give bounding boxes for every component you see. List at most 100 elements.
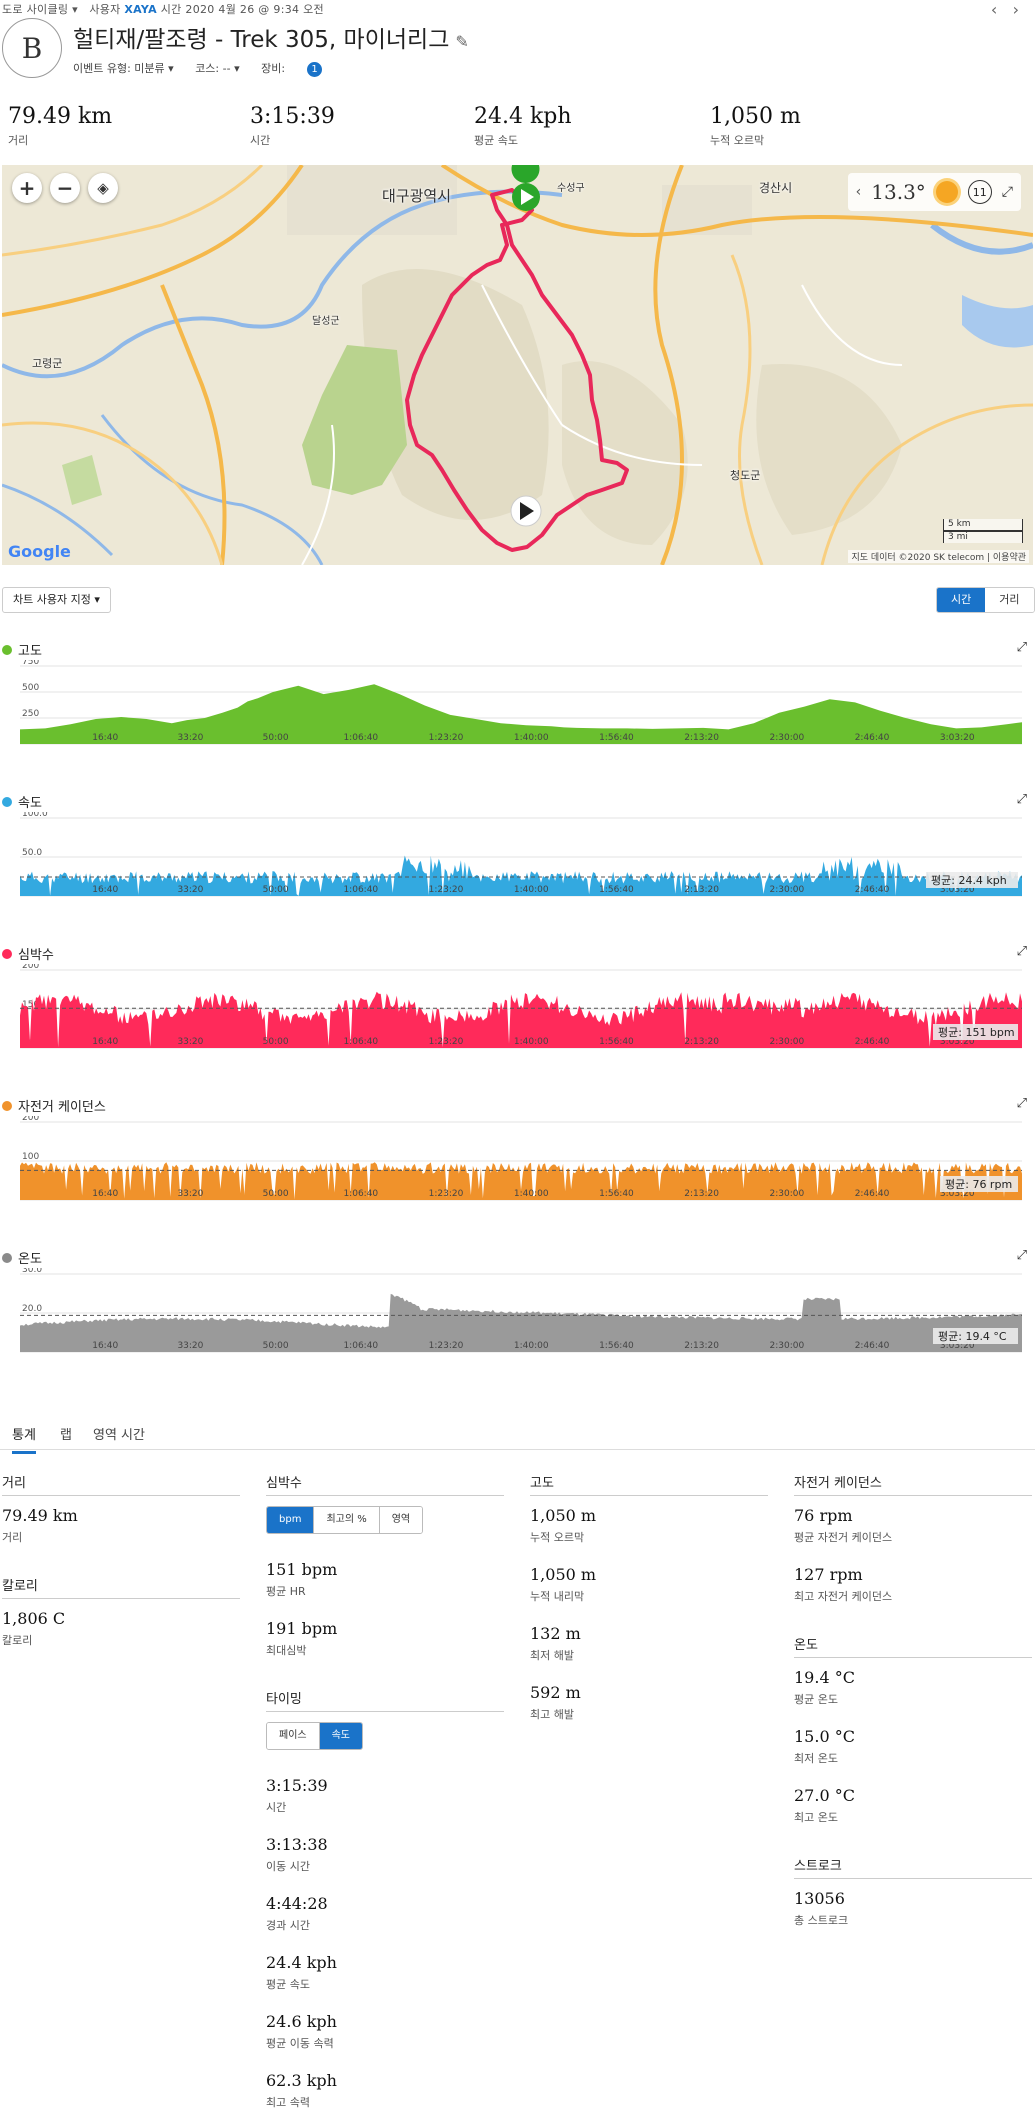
heart-rate-chart-plot[interactable]: 20015010016:4033:2050:001:06:401:23:201:… — [0, 964, 1035, 1090]
stat-label: 최고 해발 — [530, 1708, 574, 1721]
summary-value: 24.4 kph — [474, 104, 572, 129]
tab-stats[interactable]: 통계 — [12, 1424, 36, 1454]
average-label-bg — [933, 1328, 1018, 1344]
y-tick-label: 200 — [22, 964, 39, 971]
stat-label: 최대심박 — [266, 1644, 307, 1657]
stat-label: 최저 해발 — [530, 1649, 574, 1662]
stat-label: 최고 속력 — [266, 2096, 310, 2109]
playback-marker-icon[interactable] — [510, 495, 542, 527]
zoom-out-button[interactable]: − — [50, 173, 80, 203]
chart-heading: 자전거 케이던스 — [2, 1096, 106, 1115]
highway — [2, 165, 304, 317]
x-axis-time-button[interactable]: 시간 — [937, 588, 986, 612]
x-tick-label: 2:46:40 — [855, 733, 890, 743]
average-label: 평균: 76 rpm — [940, 1176, 1018, 1192]
zoom-in-button[interactable]: + — [12, 173, 42, 203]
event-type-dropdown[interactable]: 이벤트 유형: 미분류 ▾ — [73, 62, 174, 75]
section-heading: 거리 — [2, 1472, 240, 1496]
speed-chart-plot[interactable]: 100.050.0016:4033:2050:001:06:401:23:201… — [0, 812, 1035, 938]
average-label-bg — [940, 1176, 1018, 1192]
y-tick-label: 100.0 — [22, 812, 48, 819]
highway — [653, 165, 684, 565]
map-attribution[interactable]: 지도 데이터 ©2020 SK telecom | 이용약관 — [848, 550, 1029, 563]
stat-value: 1,050 m — [530, 1565, 597, 1584]
average-label-text: 평균: 19.4 °C — [938, 1330, 1007, 1343]
route-map[interactable]: + − ◈ ‹ 13.3° 11 ⤢ 대구광역시 수성구 경산시 달성군 고령군… — [2, 165, 1033, 565]
x-tick-label: 2:30:00 — [769, 885, 804, 895]
previous-activity-icon[interactable]: ‹ — [990, 0, 998, 19]
fullscreen-icon[interactable]: ⤢ — [1001, 184, 1013, 200]
expand-chart-icon[interactable]: ⤢ — [1016, 792, 1027, 807]
stat-value: 13056 — [794, 1889, 845, 1908]
average-label-text: 평균: 24.4 kph — [931, 874, 1007, 887]
map-canvas[interactable] — [2, 165, 1033, 565]
tab-time-in-zone[interactable]: 영역 시간 — [93, 1428, 145, 1443]
hr-zone-button[interactable]: 영역 — [379, 1507, 423, 1533]
heart-rate-unit-toggle: bpm 최고의 % 영역 — [266, 1506, 424, 1534]
y-tick-label: 20.0 — [22, 1304, 42, 1314]
temperature-chart-plot[interactable]: 30.020.010.016:4033:2050:001:06:401:23:2… — [0, 1268, 1035, 1394]
avatar[interactable]: B — [2, 18, 62, 78]
user-link[interactable]: XAYA — [124, 3, 157, 16]
hr-percent-max-button[interactable]: 최고의 % — [314, 1507, 380, 1533]
chart-title: 온도 — [18, 1252, 42, 1267]
start-marker-icon[interactable] — [511, 165, 540, 211]
map-label: 수성구 — [557, 183, 585, 194]
activity-title[interactable]: 헐티재/팔조령 - Trek 305, 마이너리그 — [73, 27, 450, 53]
average-label: 평균: 24.4 kph — [926, 872, 1018, 888]
x-tick-label: 16:40 — [92, 1189, 118, 1199]
expand-chart-icon[interactable]: ⤢ — [1016, 1096, 1027, 1111]
elevation-chart-plot[interactable]: 750500250016:4033:2050:001:06:401:23:201… — [0, 660, 1035, 786]
chart-title: 심박수 — [18, 948, 54, 963]
next-activity-icon[interactable]: › — [1012, 0, 1020, 19]
pace-button[interactable]: 페이스 — [267, 1723, 320, 1749]
park-area — [62, 455, 102, 505]
x-tick-label: 16:40 — [92, 733, 118, 743]
chart-title: 속도 — [18, 796, 42, 811]
average-label-bg — [933, 1024, 1018, 1040]
x-tick-label: 1:40:00 — [514, 1341, 549, 1351]
hr-bpm-button[interactable]: bpm — [267, 1507, 315, 1533]
activity-type-dropdown[interactable]: 도로 사이클링 ▾ — [2, 3, 78, 16]
expand-chart-icon[interactable]: ⤢ — [1016, 640, 1027, 655]
x-tick-label: 1:23:20 — [429, 733, 464, 743]
x-tick-label: 16:40 — [92, 885, 118, 895]
user-prefix: 사용자 — [89, 3, 121, 16]
expand-chart-icon[interactable]: ⤢ — [1016, 944, 1027, 959]
summary-time: 3:15:39 시간 — [250, 104, 335, 148]
cadence-chart-plot[interactable]: 200100016:4033:2050:001:06:401:23:201:40… — [0, 1116, 1035, 1242]
layers-icon[interactable]: ◈ — [88, 173, 118, 203]
activity-nav: ‹ › — [985, 0, 1025, 19]
summary-label: 거리 — [8, 134, 29, 147]
x-axis-distance-button[interactable]: 거리 — [985, 588, 1034, 612]
map-scale: 5 km 3 mi — [943, 519, 1023, 543]
stat-label: 누적 내리막 — [530, 1590, 585, 1603]
weather-panel: ‹ 13.3° 11 ⤢ — [847, 173, 1021, 211]
x-tick-label: 1:06:40 — [343, 1341, 378, 1351]
course-dropdown[interactable]: 코스: -- ▾ — [195, 62, 240, 75]
stat-label: 경과 시간 — [266, 1919, 310, 1932]
stat-label: 총 스트로크 — [794, 1914, 849, 1927]
stat-label: 평균 속도 — [266, 1978, 310, 1991]
tab-laps[interactable]: 랩 — [60, 1428, 72, 1443]
stat-label: 이동 시간 — [266, 1860, 310, 1873]
legend-dot — [2, 1100, 12, 1111]
legend-dot — [2, 644, 12, 655]
customize-charts-dropdown[interactable]: 차트 사용자 지정 ▾ — [2, 587, 111, 613]
y-tick-label: 250 — [22, 709, 39, 719]
expand-chart-icon[interactable]: ⤢ — [1016, 1248, 1027, 1263]
x-tick-label: 1:23:20 — [429, 1037, 464, 1047]
stat-value: 24.4 kph — [266, 1953, 337, 1972]
x-tick-label: 1:06:40 — [343, 1189, 378, 1199]
gear-count-badge[interactable]: 1 — [307, 62, 323, 77]
stat-value: 1,806 C — [2, 1609, 66, 1628]
stat-value: 1,050 m — [530, 1506, 597, 1525]
x-tick-label: 1:56:40 — [599, 885, 634, 895]
chevron-left-icon[interactable]: ‹ — [855, 184, 862, 200]
x-tick-label: 2:46:40 — [855, 1189, 890, 1199]
section-heading: 자전거 케이던스 — [794, 1472, 1032, 1496]
x-tick-label: 3:03:20 — [940, 1341, 975, 1351]
speed-button[interactable]: 속도 — [319, 1723, 363, 1749]
edit-pencil-icon[interactable]: ✎ — [455, 32, 469, 51]
gear-label[interactable]: 장비: 1 — [261, 62, 323, 77]
